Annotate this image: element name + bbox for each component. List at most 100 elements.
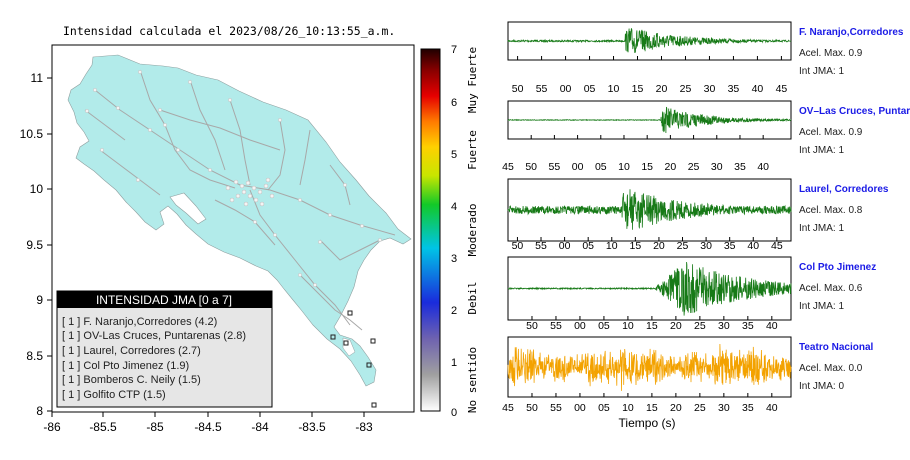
- legend-item: [ 1 ] OV-Las Cruces, Puntarenas (2.8): [62, 330, 246, 342]
- waveform-traces: 50 55 00 05 10 15 20 25 30 35 40 45 F. Naranjo,Corre…: [502, 21, 910, 414]
- x-tick-label: -84.5: [194, 420, 222, 434]
- time-tick-label: 25: [680, 83, 692, 95]
- colorbar-label: Debil: [466, 281, 479, 314]
- y-tick-label: 10: [30, 182, 44, 196]
- time-tick-label: 00: [574, 320, 586, 332]
- time-tick-label: 35: [728, 83, 740, 95]
- legend-item: [ 1 ] Golfito CTP (1.5): [62, 389, 166, 401]
- time-tick-label: 30: [704, 83, 716, 95]
- colorbar-tick: 5: [451, 149, 457, 161]
- time-tick-label: 10: [606, 240, 618, 252]
- trace-panel: 50 55 00 05 10 15 20 25 30 35 40 45 OV–Las Cruces, P…: [502, 100, 910, 173]
- time-tick-label: 45: [502, 402, 514, 414]
- y-tick-label: 9: [36, 293, 43, 307]
- time-tick-label: 15: [641, 161, 653, 173]
- y-tick-label: 10.5: [20, 127, 44, 141]
- time-tick-label: 40: [752, 83, 764, 95]
- int-jma-label: Int JMA: 1: [799, 301, 844, 312]
- time-tick-label: 55: [549, 161, 561, 173]
- time-tick-label: 10: [608, 83, 620, 95]
- time-tick-label: 05: [598, 320, 610, 332]
- golfo-dulce: [342, 337, 356, 357]
- time-tick-label: 20: [670, 320, 682, 332]
- map-y-tick-labels: 11 10.5 10 9.5 9 8.5 8: [20, 71, 44, 418]
- time-tick-label: 30: [711, 161, 723, 173]
- time-tick-label: 25: [677, 240, 689, 252]
- int-jma-label: Int JMA: 1: [799, 66, 844, 77]
- time-tick-label: 30: [718, 402, 730, 414]
- acel-max-label: Acel. Max. 0.9: [799, 48, 863, 59]
- legend-header: INTENSIDAD JMA [0 a 7]: [96, 293, 232, 307]
- time-tick-label: 10: [622, 402, 634, 414]
- map-x-tick-labels: -86 -85.5 -85 -84.5 -84 -83.5 -83: [43, 420, 373, 434]
- trace-panel: 50 55 00 05 10 15 20 25 30 35 40 Col Pto Jimenez Ace…: [507, 256, 876, 332]
- time-tick-label: 20: [656, 83, 668, 95]
- time-tick-label: 15: [630, 240, 642, 252]
- station-name: OV–Las Cruces, Puntar: [799, 106, 910, 117]
- x-tick-label: -85.5: [89, 420, 117, 434]
- time-tick-label: 20: [670, 402, 682, 414]
- time-tick-label: 55: [550, 402, 562, 414]
- int-jma-label: Int JMA: 0: [799, 381, 844, 392]
- time-tick-label: 05: [598, 402, 610, 414]
- int-jma-label: Int JMA: 1: [799, 145, 844, 156]
- time-tick-label: 30: [718, 320, 730, 332]
- colorbar-label: Moderado: [466, 204, 479, 257]
- trace-panel: 50 55 00 05 10 15 20 25 30 35 40 45 Laurel, Corredor…: [507, 178, 889, 252]
- time-tick-label: 35: [742, 320, 754, 332]
- colorbar-tick: 6: [451, 97, 457, 109]
- time-tick-label: 25: [694, 320, 706, 332]
- central-valley-towns: [225, 177, 275, 207]
- town-markers: [85, 70, 382, 287]
- station-name: Col Pto Jimenez: [799, 262, 876, 273]
- y-tick-label: 11: [31, 71, 44, 85]
- time-tick-label: 20: [665, 161, 677, 173]
- time-tick-label: 05: [582, 240, 594, 252]
- time-tick-label: 00: [572, 161, 584, 173]
- waveform-line: [507, 343, 792, 391]
- y-tick-label: 8.5: [26, 349, 43, 363]
- colorbar-tick: 1: [451, 357, 457, 369]
- x-tick-label: -83: [355, 420, 373, 434]
- intensity-colorbar: 7 6 5 4 3 2 1 0 Muy Fuerte Fuerte Modera…: [420, 44, 479, 419]
- time-tick-label: 50: [512, 83, 524, 95]
- legend-item: [ 1 ] Col Pto Jimenez (1.9): [62, 360, 189, 372]
- time-tick-label: 25: [694, 402, 706, 414]
- time-tick-label: 10: [618, 161, 630, 173]
- time-tick-label: 05: [595, 161, 607, 173]
- time-tick-label: 35: [734, 161, 746, 173]
- x-tick-label: -84: [251, 420, 269, 434]
- time-tick-label: 50: [512, 240, 524, 252]
- legend-item: [ 1 ] Laurel, Corredores (2.7): [62, 345, 201, 357]
- time-tick-label: 50: [526, 402, 538, 414]
- waveform-line: [507, 106, 792, 134]
- intensity-legend: INTENSIDAD JMA [0 a 7] [ 1 ] F. Naranjo,…: [56, 290, 273, 408]
- time-tick-label: 40: [766, 402, 778, 414]
- time-tick-label: 45: [771, 240, 783, 252]
- map-axis-ticks: [47, 77, 365, 417]
- station-name: F. Naranjo,Corredores: [799, 27, 904, 38]
- station-markers: [330, 310, 377, 408]
- waveform-line: [507, 189, 792, 230]
- time-tick-label: 00: [574, 402, 586, 414]
- x-tick-label: -86: [43, 420, 61, 434]
- x-tick-label: -83.5: [298, 420, 326, 434]
- colorbar-label: Muy Fuerte: [466, 47, 479, 113]
- trace-panel: 50 55 00 05 10 15 20 25 30 35 40 45 F. Naranjo,Corre…: [507, 21, 904, 95]
- acel-max-label: Acel. Max. 0.8: [799, 205, 863, 216]
- time-tick-label: 15: [646, 402, 658, 414]
- waveform-line: [507, 28, 792, 53]
- y-tick-label: 8: [36, 404, 43, 418]
- time-tick-label: 50: [525, 161, 537, 173]
- station-name: Teatro Nacional: [799, 342, 873, 353]
- time-tick-label: 30: [700, 240, 712, 252]
- colorbar-tick: 7: [451, 44, 457, 56]
- acel-max-label: Acel. Max. 0.9: [799, 127, 863, 138]
- colorbar-tick: 0: [451, 407, 457, 419]
- time-tick-label: 15: [646, 320, 658, 332]
- colorbar-tick: 4: [451, 201, 457, 213]
- legend-item: [ 1 ] F. Naranjo,Corredores (4.2): [62, 316, 217, 328]
- time-tick-label: 45: [502, 161, 514, 173]
